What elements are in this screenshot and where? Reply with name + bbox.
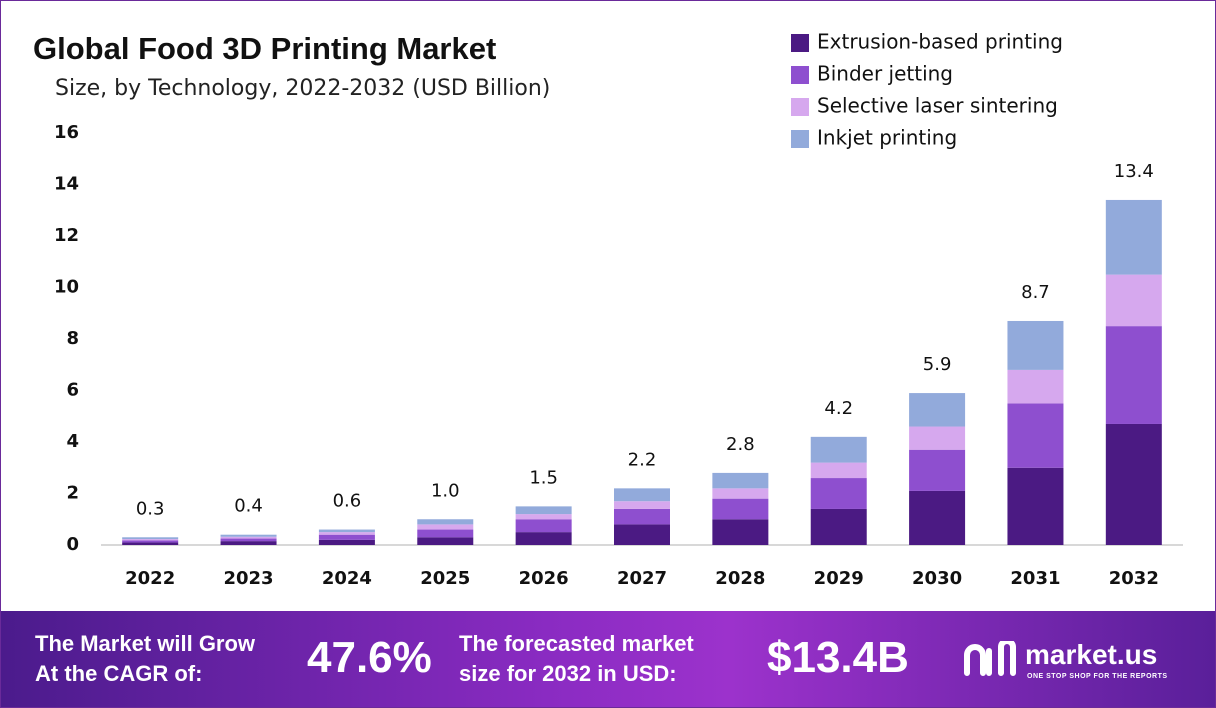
bar-segment <box>417 537 474 545</box>
total-label: 8.7 <box>1021 282 1050 303</box>
bar-segment <box>712 519 769 545</box>
forecast-label-line: The forecasted market <box>459 631 694 656</box>
bar-segment <box>417 524 474 530</box>
y-tick-label: 14 <box>54 174 79 195</box>
y-tick-label: 4 <box>66 431 79 452</box>
x-tick-label: 2024 <box>322 568 372 589</box>
total-label: 0.6 <box>333 491 362 512</box>
bar-segment <box>810 462 867 479</box>
bar-segment <box>614 488 670 502</box>
bar-segment <box>122 540 179 543</box>
bar-segment <box>810 508 867 545</box>
total-label: 4.2 <box>824 398 853 419</box>
cagr-value: 47.6% <box>307 633 432 682</box>
total-label: 2.8 <box>726 434 755 455</box>
bar-segment <box>712 472 769 489</box>
bar-segment <box>614 508 670 525</box>
bar-segment <box>712 498 769 520</box>
legend-swatch <box>791 130 809 148</box>
total-label: 13.4 <box>1114 161 1154 182</box>
bar-segment <box>220 534 277 537</box>
bar-segment <box>614 524 670 545</box>
chart: Global Food 3D Printing Market Size, by … <box>33 30 1183 589</box>
bar-segment <box>1007 320 1064 370</box>
y-tick-label: 16 <box>54 122 79 143</box>
cagr-label-line: The Market will Grow <box>35 631 256 656</box>
y-tick-label: 0 <box>66 534 79 555</box>
bar-segment <box>1105 423 1162 545</box>
bar-segment <box>318 532 375 535</box>
bar-segment <box>515 532 572 545</box>
total-label: 2.2 <box>628 449 657 470</box>
forecast-label: The forecasted market size for 2032 in U… <box>459 629 694 689</box>
x-tick-label: 2026 <box>519 568 569 589</box>
bar-segment <box>909 490 966 545</box>
forecast-value: $13.4B <box>767 633 909 682</box>
cagr-label-line: At the CAGR of: <box>35 661 203 686</box>
bar-segment <box>417 519 474 525</box>
cagr-label: The Market will Grow At the CAGR of: <box>35 629 255 689</box>
total-label: 1.5 <box>529 467 558 488</box>
legend-label: Selective laser sintering <box>817 94 1058 118</box>
legend-swatch <box>791 66 809 84</box>
bar-segment <box>122 542 179 545</box>
bar-segment <box>909 393 966 427</box>
bar-segment <box>909 426 966 450</box>
bar-segment <box>122 539 179 541</box>
x-tick-label: 2023 <box>223 568 273 589</box>
bar-segment <box>1007 369 1064 404</box>
total-label: 5.9 <box>923 354 952 375</box>
y-tick-label: 12 <box>54 225 79 246</box>
bar-segment <box>810 478 867 509</box>
bar-segment <box>220 536 277 539</box>
x-tick-label: 2022 <box>125 568 175 589</box>
bar-segment <box>515 519 572 533</box>
total-label: 0.3 <box>136 498 165 519</box>
bar-segment <box>220 538 277 542</box>
bar-segment <box>1105 199 1162 275</box>
x-tick-label: 2029 <box>814 568 864 589</box>
y-tick-label: 6 <box>66 380 79 401</box>
footer-banner: The Market will Grow At the CAGR of: 47.… <box>1 611 1215 707</box>
total-label: 1.0 <box>431 480 460 501</box>
bar-segment <box>614 501 670 509</box>
total-label: 0.4 <box>234 496 263 517</box>
legend-swatch <box>791 34 809 52</box>
bar-segment <box>909 449 966 491</box>
bar-segment <box>318 539 375 545</box>
bar-segment <box>515 506 572 515</box>
x-tick-label: 2030 <box>912 568 962 589</box>
brand-logo <box>964 641 1016 676</box>
legend-label: Inkjet printing <box>817 126 957 150</box>
bar-segment <box>1007 403 1064 468</box>
legend-swatch <box>791 98 809 116</box>
y-tick-label: 2 <box>66 483 79 504</box>
x-tick-label: 2025 <box>420 568 470 589</box>
brand-name: market.us <box>1025 639 1158 670</box>
bar-segment <box>220 541 277 545</box>
bar-segment <box>1007 467 1064 545</box>
y-tick-label: 8 <box>66 328 79 349</box>
bar-segment <box>712 488 769 499</box>
bar-segment <box>122 537 179 540</box>
bar-segment <box>810 436 867 463</box>
legend-label: Extrusion-based printing <box>817 30 1063 54</box>
bar-segment <box>318 534 375 540</box>
bar-segment <box>515 514 572 520</box>
forecast-label-line: size for 2032 in USD: <box>459 661 677 686</box>
x-tick-label: 2031 <box>1010 568 1060 589</box>
bar-segment <box>318 529 375 533</box>
x-tick-label: 2028 <box>715 568 765 589</box>
x-tick-label: 2032 <box>1109 568 1159 589</box>
bar-segment <box>1105 326 1162 424</box>
bar-segment <box>1105 274 1162 327</box>
chart-subtitle: Size, by Technology, 2022-2032 (USD Bill… <box>55 76 550 101</box>
bar-segment <box>417 529 474 538</box>
y-tick-label: 10 <box>54 277 79 298</box>
brand-tagline: ONE STOP SHOP FOR THE REPORTS <box>1027 673 1168 680</box>
legend-label: Binder jetting <box>817 62 953 86</box>
x-tick-label: 2027 <box>617 568 667 589</box>
chart-title: Global Food 3D Printing Market <box>33 31 496 66</box>
